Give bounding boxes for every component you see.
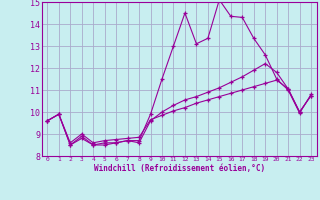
X-axis label: Windchill (Refroidissement éolien,°C): Windchill (Refroidissement éolien,°C) xyxy=(94,164,265,173)
